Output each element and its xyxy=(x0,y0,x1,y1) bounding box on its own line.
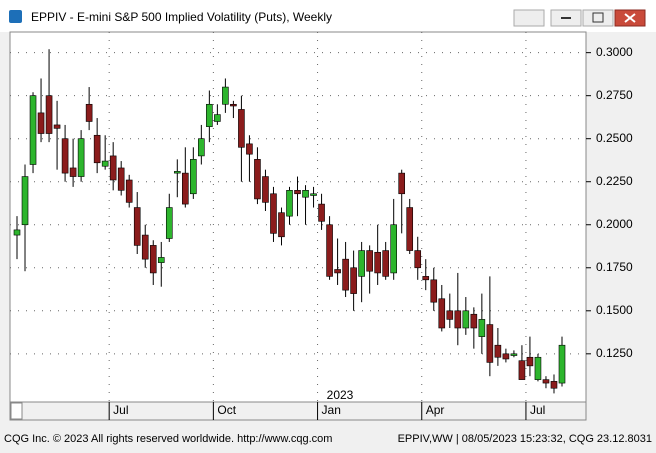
candle-body xyxy=(157,257,165,263)
footer-right: EPPIV,WW | 08/05/2023 15:23:32, CQG 23.1… xyxy=(398,433,652,445)
candle-body xyxy=(278,212,285,238)
y-tick-label: 0.2500 xyxy=(596,131,633,145)
candle-body xyxy=(214,114,221,122)
candle-body xyxy=(21,176,29,226)
candle-body xyxy=(390,224,397,274)
y-tick-label: 0.1250 xyxy=(596,346,633,360)
candle-body xyxy=(550,381,558,389)
y-tick-label: 0.2000 xyxy=(596,217,633,231)
candle-body xyxy=(478,319,486,337)
candle-body xyxy=(414,250,422,269)
candle-body xyxy=(502,353,510,360)
candle-body xyxy=(382,250,389,277)
candle-body xyxy=(518,360,526,380)
y-tick-label: 0.3000 xyxy=(596,45,633,59)
candle-body xyxy=(222,86,229,105)
candle-body xyxy=(526,356,534,367)
candle-body xyxy=(109,155,117,181)
candle-body xyxy=(53,124,61,129)
scroll-thumb[interactable] xyxy=(10,402,23,420)
y-tick-label: 0.2750 xyxy=(596,88,633,102)
candle-body xyxy=(486,324,494,363)
candle-body xyxy=(374,251,381,274)
candle-body xyxy=(310,193,317,196)
candle-body xyxy=(302,190,309,198)
window-title: EPPIV - E-mini S&P 500 Implied Volatilit… xyxy=(31,10,332,24)
candle-body xyxy=(117,167,125,191)
candle-body xyxy=(182,172,189,205)
candle-body xyxy=(149,245,157,274)
y-tick-label: 0.2250 xyxy=(596,174,633,188)
maximize-button[interactable] xyxy=(582,9,614,27)
candle-body xyxy=(61,138,69,174)
candle-body xyxy=(29,95,37,165)
candle-body xyxy=(286,190,293,217)
candle-body xyxy=(133,207,141,246)
candle-body xyxy=(334,269,341,274)
candle-body xyxy=(494,344,502,358)
candle-body xyxy=(101,160,109,167)
candle-body xyxy=(69,167,77,177)
y-tick-label: 0.1500 xyxy=(596,303,633,317)
candle-body xyxy=(318,203,325,222)
x-tick-label: Apr xyxy=(426,403,445,417)
candle-body xyxy=(246,143,253,155)
candle-body xyxy=(206,103,213,127)
candle-body xyxy=(406,207,414,251)
x-tick-label: Oct xyxy=(217,403,236,417)
candle-body xyxy=(542,379,550,384)
candle-body xyxy=(326,224,333,277)
candle-body xyxy=(230,103,237,107)
candle-body xyxy=(93,134,101,164)
candle-body xyxy=(262,176,269,203)
app-icon xyxy=(9,10,22,23)
candle-body xyxy=(198,138,205,157)
candle-body xyxy=(422,276,430,281)
candle-body xyxy=(470,313,478,329)
candle-body xyxy=(350,267,357,294)
link-button[interactable] xyxy=(513,9,545,27)
candle-body xyxy=(190,159,197,195)
candle-body xyxy=(430,279,438,303)
candle-body xyxy=(77,138,85,177)
candle-body xyxy=(462,310,470,329)
candle-body xyxy=(510,353,518,356)
candle-body xyxy=(238,109,245,148)
candle-body xyxy=(270,193,277,234)
candle-body xyxy=(254,159,261,200)
candle-body xyxy=(13,229,21,236)
candle-body xyxy=(141,234,149,260)
candle-body xyxy=(165,207,173,239)
candle-body xyxy=(37,112,45,134)
candle-body xyxy=(534,356,542,380)
candle-body xyxy=(438,298,446,329)
candle-body xyxy=(358,250,365,277)
candle-body xyxy=(446,310,454,320)
candle-body xyxy=(366,250,373,272)
x-tick-label: Jul xyxy=(530,403,545,417)
candle-body xyxy=(398,172,406,195)
candle-body xyxy=(342,258,349,291)
candle-body xyxy=(558,344,566,384)
candle-body xyxy=(294,190,301,195)
candle-body xyxy=(173,171,181,174)
candle-body xyxy=(85,103,93,122)
x-axis-bar xyxy=(9,401,587,421)
candle-body xyxy=(45,95,53,134)
x-tick-label: Jul xyxy=(113,403,128,417)
title-bar xyxy=(0,0,656,32)
candle-body xyxy=(454,310,462,329)
candle-body xyxy=(125,179,133,203)
x-tick-label: Jan xyxy=(322,403,341,417)
y-tick-label: 0.1750 xyxy=(596,260,633,274)
year-label: 2023 xyxy=(327,388,354,402)
footer-left: CQG Inc. © 2023 All rights reserved worl… xyxy=(4,433,332,445)
